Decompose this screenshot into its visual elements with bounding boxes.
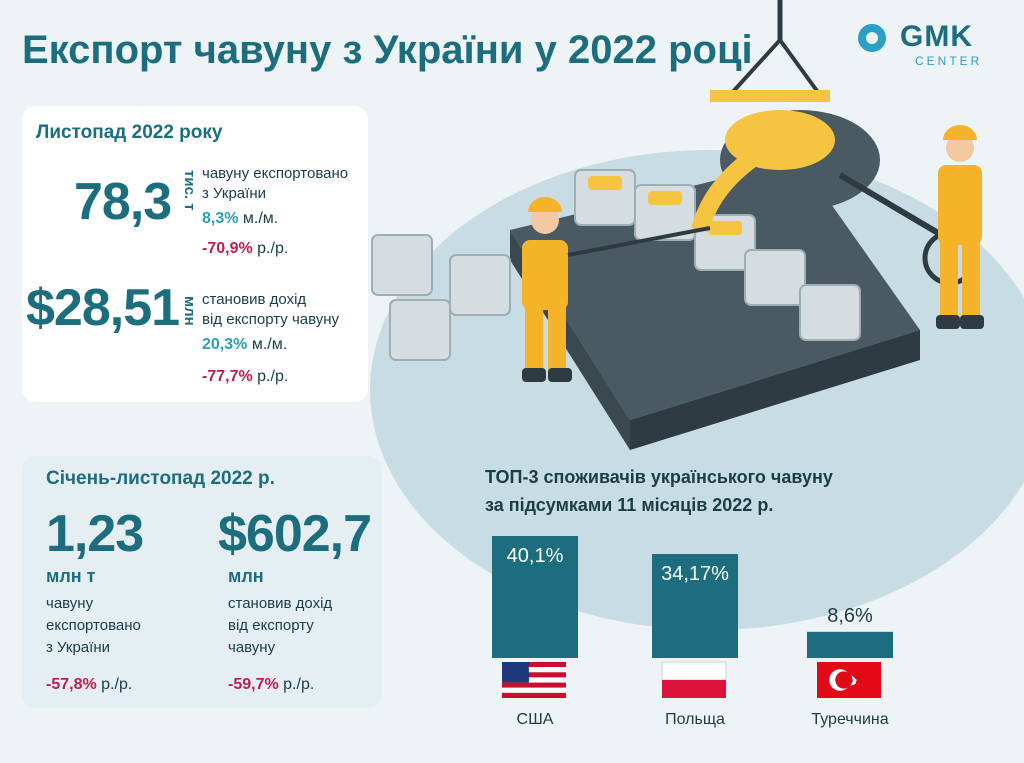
bar-1 xyxy=(652,554,738,658)
page-title: Експорт чавуну з України у 2022 році xyxy=(22,28,753,72)
bar-0 xyxy=(492,536,578,658)
bar-2 xyxy=(807,631,893,658)
usa-flag-canton xyxy=(502,662,529,683)
foundry-illustration xyxy=(371,0,984,450)
november-revenue-desc-2: від експорту чавуну xyxy=(202,311,340,328)
jan-nov-revenue-value: $602,7 xyxy=(218,505,372,563)
november-volume-yy: -70,9% р./р. xyxy=(202,240,289,257)
november-revenue-desc-1: становив дохід xyxy=(202,291,307,308)
usa-flag-stripe xyxy=(502,667,566,673)
bar-value-label-2: 8,6% xyxy=(827,605,873,627)
usa-flag-stripe xyxy=(502,672,566,678)
logo-ring-icon xyxy=(858,24,886,52)
chart-title-line2: за підсумками 11 місяців 2022 р. xyxy=(485,495,774,515)
november-card: Листопад 2022 року 78,3 тис. т чавуну ек… xyxy=(22,106,368,402)
november-revenue-value: $28,51 xyxy=(26,279,180,337)
poland-flag-red xyxy=(662,680,726,698)
jan-nov-volume-value: 1,23 xyxy=(46,505,144,563)
jan-nov-revenue-unit: млн xyxy=(228,566,264,586)
bar-value-label-0: 40,1% xyxy=(507,545,564,567)
chart-title: ТОП-3 споживачів українського чавуну за … xyxy=(485,463,833,519)
jan-nov-card: Січень-листопад 2022 р. 1,23 млн т чавун… xyxy=(22,456,382,708)
logo-sub-text: CENTER xyxy=(915,54,983,68)
bar-value-label-1: 34,17% xyxy=(661,563,729,585)
top3-bar-chart: 40,1% США 34,17% Польща 8,6% Туреччина xyxy=(492,536,893,728)
jan-nov-revenue-desc-2: від експорту xyxy=(228,617,314,634)
november-volume-value: 78,3 xyxy=(74,173,172,231)
category-label-1: Польща xyxy=(665,711,725,728)
jan-nov-revenue-yy: -59,7% р./р. xyxy=(228,676,315,693)
poland-flag-white xyxy=(661,661,727,681)
november-volume-desc-1: чавуну експортовано xyxy=(202,165,349,182)
gmk-logo: GMK CENTER xyxy=(858,20,1008,72)
november-revenue-mm: 20,3% м./м. xyxy=(202,336,288,353)
jan-nov-heading: Січень-листопад 2022 р. xyxy=(46,468,275,489)
november-heading: Листопад 2022 року xyxy=(36,122,223,143)
november-revenue-unit: млн xyxy=(181,296,198,326)
november-volume-mm: 8,3% м./м. xyxy=(202,210,279,227)
chart-title-line1: ТОП-3 споживачів українського чавуну xyxy=(485,467,833,487)
jan-nov-volume-yy: -57,8% р./р. xyxy=(46,676,133,693)
usa-flag-stripe xyxy=(502,682,566,688)
category-label-0: США xyxy=(517,711,554,728)
november-volume-desc-2: з України xyxy=(202,185,266,202)
usa-flag-stripe xyxy=(502,677,566,683)
jan-nov-volume-unit: млн т xyxy=(46,566,96,586)
jan-nov-volume-desc-1: чавуну xyxy=(46,595,94,612)
logo-main-text: GMK xyxy=(900,20,973,53)
turkey-flag-star xyxy=(850,675,857,686)
november-volume-unit: тис. т xyxy=(181,170,198,211)
jan-nov-revenue-desc-3: чавуну xyxy=(228,639,276,656)
usa-flag-stripe xyxy=(502,692,566,698)
jan-nov-volume-desc-2: експортовано xyxy=(46,617,141,634)
november-revenue-yy: -77,7% р./р. xyxy=(202,368,289,385)
usa-flag-stripe xyxy=(502,662,566,668)
jan-nov-revenue-desc-1: становив дохід xyxy=(228,595,333,612)
turkey-flag-crescent-inner xyxy=(835,671,853,689)
usa-flag-stripe xyxy=(502,687,566,693)
jan-nov-volume-desc-3: з України xyxy=(46,639,110,656)
category-label-2: Туреччина xyxy=(811,711,888,728)
